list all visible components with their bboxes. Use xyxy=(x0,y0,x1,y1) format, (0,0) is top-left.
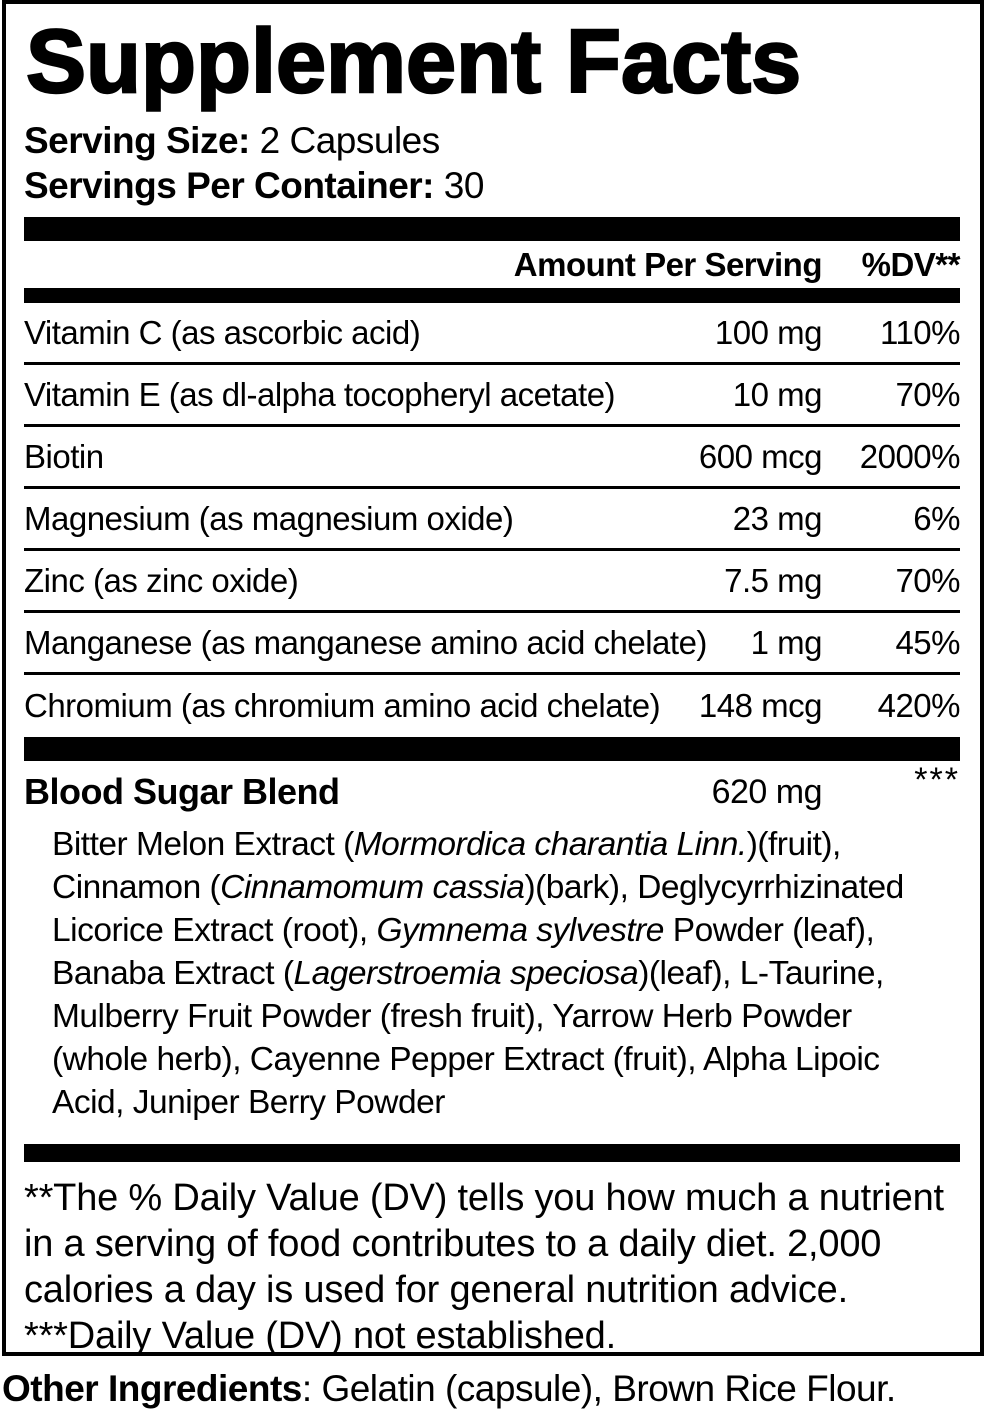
panel-title: Supplement Facts xyxy=(25,12,803,112)
nutrient-amount: 600 mcg xyxy=(698,437,823,475)
column-header-amount: Amount Per Serving xyxy=(513,245,823,283)
nutrient-dv: 70% xyxy=(895,561,960,599)
nutrient-dv: 6% xyxy=(913,499,960,537)
nutrient-name: Vitamin E (as dl-alpha tocopheryl acetat… xyxy=(24,375,616,413)
botanical-name: Gymnema sylvestre xyxy=(376,912,664,949)
botanical-name: Lagerstroemia speciosa xyxy=(293,955,639,992)
blend-ingredient-list: Bitter Melon Extract (Mormordica charant… xyxy=(24,823,949,1124)
nutrient-row: Vitamin E (as dl-alpha tocopheryl acetat… xyxy=(24,365,961,427)
ingredient-text: )(leaf), L-Taurine, Mulberry Fruit Powde… xyxy=(52,955,884,1121)
nutrient-dv: 70% xyxy=(895,375,960,413)
nutrient-amount: 7.5 mg xyxy=(724,561,822,599)
nutrient-amount: 23 mg xyxy=(732,499,823,537)
servings-per-container-label: Servings Per Container: xyxy=(24,165,435,206)
other-ingredients-label: Other Ingredients xyxy=(2,1368,302,1409)
servings-per-container-value: 30 xyxy=(434,165,485,206)
supplement-facts-panel: Supplement Facts Serving Size: 2 Capsule… xyxy=(2,0,984,1359)
botanical-name: Mormordica charantia Linn. xyxy=(353,826,747,863)
ingredient-text: )(bark), Deglycyrrhizinated Licorice Ext… xyxy=(52,869,904,949)
column-header-dv: %DV** xyxy=(861,245,961,283)
nutrient-amount: 148 mcg xyxy=(698,687,823,724)
divider-bar-below-header xyxy=(24,288,960,303)
column-header-row: Amount Per Serving %DV** xyxy=(24,241,961,288)
ingredient-text: Bitter Melon Extract ( xyxy=(52,826,354,863)
nutrient-name: Vitamin C (as ascorbic acid) xyxy=(24,313,421,351)
blend-name: Blood Sugar Blend xyxy=(24,771,340,812)
other-ingredients-line: Other Ingredients: Gelatin (capsule), Br… xyxy=(2,1368,896,1410)
nutrient-name: Manganese (as manganese amino acid chela… xyxy=(24,623,707,661)
nutrient-name: Zinc (as zinc oxide) xyxy=(24,561,299,599)
footnote-dv-not-established: ***Daily Value (DV) not established. xyxy=(24,1315,616,1357)
servings-per-container-line: Servings Per Container: 30 xyxy=(24,163,960,208)
nutrient-name: Biotin xyxy=(24,437,104,475)
footnotes: **The % Daily Value (DV) tells you how m… xyxy=(24,1175,944,1359)
nutrient-amount: 1 mg xyxy=(750,623,823,661)
serving-size-value: 2 Capsules xyxy=(249,120,441,161)
blend-dv-asterisks: *** xyxy=(914,760,960,799)
nutrient-row: Chromium (as chromium amino acid chelate… xyxy=(24,675,961,737)
divider-bar-above-blend xyxy=(24,737,960,761)
nutrient-name: Chromium (as chromium amino acid chelate… xyxy=(24,687,661,724)
ingredient-text: )(fruit), Cinnamon ( xyxy=(52,826,841,906)
blend-amount: 620 mg xyxy=(711,772,823,811)
footnote-daily-value: **The % Daily Value (DV) tells you how m… xyxy=(24,1177,944,1311)
nutrient-row: Biotin 600 mcg 2000% xyxy=(24,427,961,489)
nutrient-name: Magnesium (as magnesium oxide) xyxy=(24,499,514,537)
other-ingredients-value: : Gelatin (capsule), Brown Rice Flour. xyxy=(301,1368,896,1409)
nutrient-row: Manganese (as manganese amino acid chela… xyxy=(24,613,961,675)
blend-header-row: Blood Sugar Blend 620 mg *** xyxy=(24,761,960,823)
serving-info: Serving Size: 2 Capsules Servings Per Co… xyxy=(24,118,960,208)
nutrient-amount: 100 mg xyxy=(714,313,823,351)
nutrient-row: Magnesium (as magnesium oxide) 23 mg 6% xyxy=(24,489,961,551)
nutrient-dv: 420% xyxy=(877,687,961,724)
ingredient-text: Powder (leaf), Banaba Extract ( xyxy=(52,912,875,992)
serving-size-label: Serving Size: xyxy=(24,120,250,161)
nutrient-amount: 10 mg xyxy=(732,375,823,413)
nutrient-row: Zinc (as zinc oxide) 7.5 mg 70% xyxy=(24,551,961,613)
divider-bar-above-footnotes xyxy=(24,1144,960,1162)
nutrient-row: Vitamin C (as ascorbic acid) 100 mg 110% xyxy=(24,303,961,365)
botanical-name: Cinnamomum cassia xyxy=(220,869,525,906)
nutrient-dv: 2000% xyxy=(859,437,961,475)
divider-bar-thick-top xyxy=(24,217,960,241)
nutrient-dv: 110% xyxy=(880,313,960,351)
serving-size-line: Serving Size: 2 Capsules xyxy=(24,118,960,163)
nutrient-dv: 45% xyxy=(895,623,960,661)
nutrient-rows: Vitamin C (as ascorbic acid) 100 mg 110% Vi… xyxy=(24,303,961,737)
